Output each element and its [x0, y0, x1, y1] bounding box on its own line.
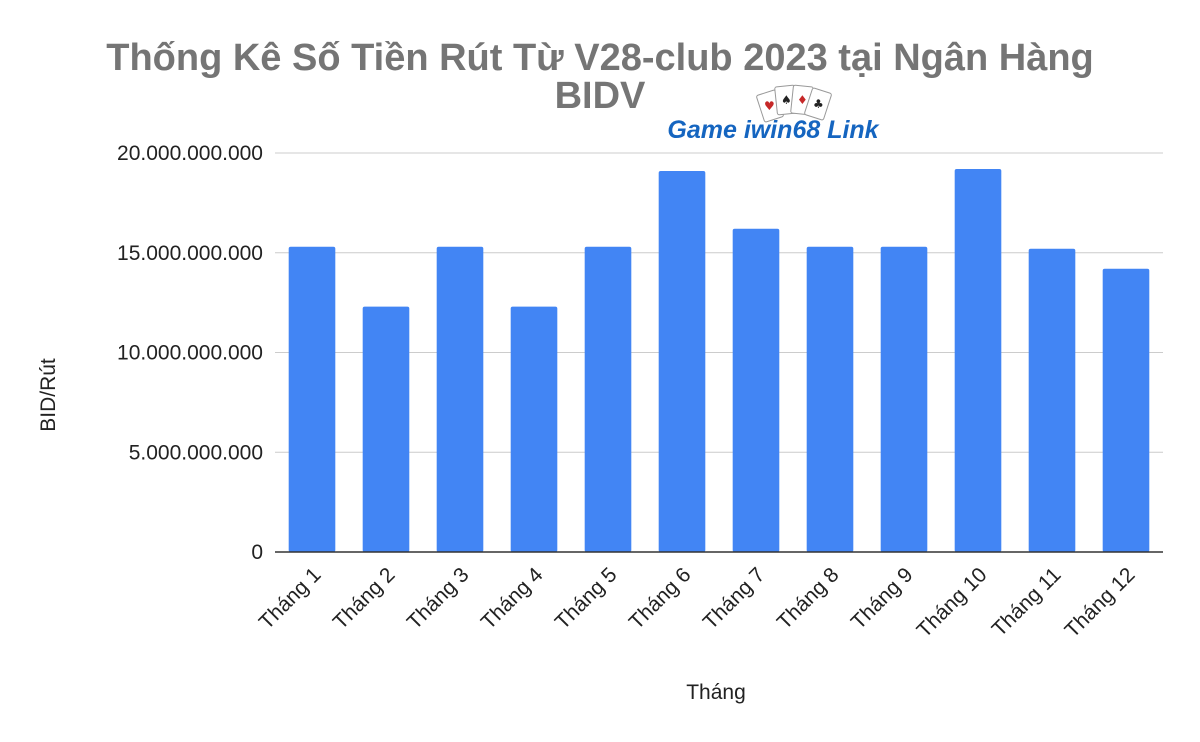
- watermark-logo: ♥ ♠ ♦ ♣ Game iwin68 Link: [667, 84, 880, 144]
- svg-text:♣: ♣: [813, 97, 824, 111]
- bar: [362, 306, 410, 552]
- svg-text:♦: ♦: [797, 93, 808, 107]
- x-tick-label: Tháng 10: [913, 563, 992, 642]
- x-tick-label: Tháng 1: [255, 563, 326, 634]
- bar: [806, 246, 854, 552]
- bar: [436, 246, 484, 552]
- y-tick-label: 15.000.000.000: [117, 242, 263, 265]
- playing-cards-icon: ♥ ♠ ♦ ♣: [756, 84, 832, 123]
- x-tick-label: Tháng 5: [551, 563, 622, 634]
- bar: [954, 168, 1002, 552]
- x-tick-label: Tháng 3: [403, 563, 474, 634]
- gridlines: [275, 152, 1163, 453]
- x-tick-label: Tháng 12: [1061, 563, 1140, 642]
- svg-text:♠: ♠: [781, 93, 792, 107]
- y-axis-ticks: 0 5.000.000.000 10.000.000.000 15.000.000.0…: [117, 142, 263, 564]
- bar: [1028, 248, 1076, 552]
- y-tick-label: 10.000.000.000: [117, 342, 263, 365]
- chart-title: Thống Kê Số Tiền Rút Từ V28-club 2023 tạ…: [106, 37, 1094, 117]
- x-tick-label: Tháng 4: [477, 563, 548, 634]
- bar: [732, 228, 780, 552]
- y-tick-label: 5.000.000.000: [129, 441, 263, 464]
- bar: [584, 246, 632, 552]
- bar: [1102, 268, 1150, 552]
- x-axis-title: Tháng: [686, 681, 746, 704]
- x-tick-label: Tháng 9: [847, 563, 918, 634]
- watermark-text: Game iwin68 Link: [667, 116, 879, 144]
- x-tick-label: Tháng 6: [625, 563, 696, 634]
- y-tick-label: 0: [251, 541, 263, 564]
- bar: [510, 306, 558, 552]
- x-tick-label: Tháng 8: [773, 563, 844, 634]
- bar: [658, 170, 706, 552]
- x-tick-label: Tháng 2: [329, 563, 400, 634]
- x-axis-ticks: Tháng 1 Tháng 2 Tháng 3 Tháng 4 Tháng 5 Tháng…: [255, 563, 1140, 642]
- x-tick-label: Tháng 11: [988, 563, 1066, 641]
- bars: [288, 168, 1150, 552]
- bar: [288, 246, 336, 552]
- y-axis-title: BID/Rút: [37, 358, 60, 432]
- svg-text:♥: ♥: [764, 99, 775, 113]
- y-tick-label: 20.000.000.000: [117, 142, 263, 165]
- x-tick-label: Tháng 7: [699, 563, 770, 634]
- chart-title-line-2: BIDV: [555, 75, 646, 117]
- chart-title-line-1: Thống Kê Số Tiền Rút Từ V28-club 2023 tạ…: [106, 37, 1094, 79]
- bar: [880, 246, 928, 552]
